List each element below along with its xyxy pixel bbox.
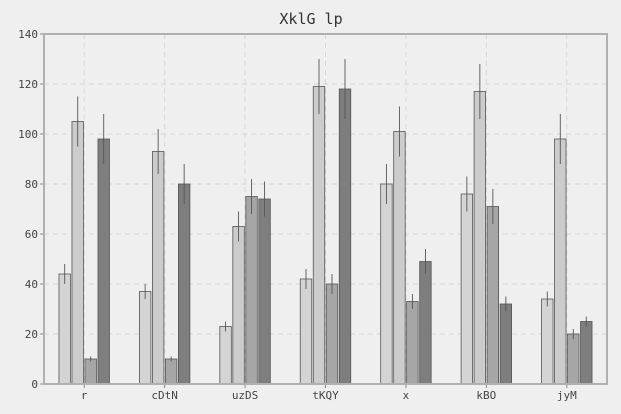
bar [177, 183, 191, 385]
bar [232, 226, 245, 385]
y-tick-label: 0 [31, 378, 38, 391]
bar [325, 283, 339, 385]
x-axis-ticks: r cDtN uzDS tKQY x kBO jyM [81, 384, 577, 402]
grid-lines [44, 34, 607, 384]
bar [380, 183, 393, 385]
bar [460, 193, 474, 385]
bar [567, 333, 580, 385]
bar [338, 88, 352, 385]
bar [541, 298, 554, 385]
plot-frame [43, 33, 608, 385]
y-tick-label: 140 [18, 28, 38, 41]
bar [419, 261, 432, 385]
x-tick-label: jyM [557, 389, 577, 402]
bar [97, 138, 110, 385]
y-tick-label: 20 [25, 328, 38, 341]
bar [219, 326, 232, 385]
x-tick-label: cDtN [151, 389, 178, 402]
x-tick-label: tKQY [312, 389, 339, 402]
bar [580, 321, 593, 385]
bar [151, 151, 165, 385]
bar [393, 131, 406, 385]
chart-title: XklG lp [279, 10, 342, 28]
y-tick-label: 40 [25, 278, 38, 291]
bar [299, 278, 313, 385]
y-tick-label: 100 [18, 128, 38, 141]
x-tick-label: x [403, 389, 410, 402]
bar [486, 206, 500, 385]
y-tick-label: 60 [25, 228, 38, 241]
bar [58, 273, 71, 385]
bar [473, 91, 487, 385]
y-tick-label: 80 [25, 178, 38, 191]
y-axis-ticks: 0 20 40 60 80 100 120 140 [18, 28, 44, 391]
bar [245, 196, 258, 385]
bar [84, 358, 97, 385]
x-tick-label: kBO [476, 389, 496, 402]
bar [312, 86, 326, 385]
y-tick-label: 120 [18, 78, 38, 91]
bar [164, 358, 178, 385]
bars [58, 59, 593, 385]
bar [554, 138, 567, 385]
bar [406, 301, 419, 385]
bar [499, 303, 513, 385]
bar [138, 291, 152, 385]
x-tick-label: uzDS [232, 389, 259, 402]
x-tick-label: r [81, 389, 88, 402]
bar [71, 121, 84, 385]
bar [258, 198, 271, 385]
